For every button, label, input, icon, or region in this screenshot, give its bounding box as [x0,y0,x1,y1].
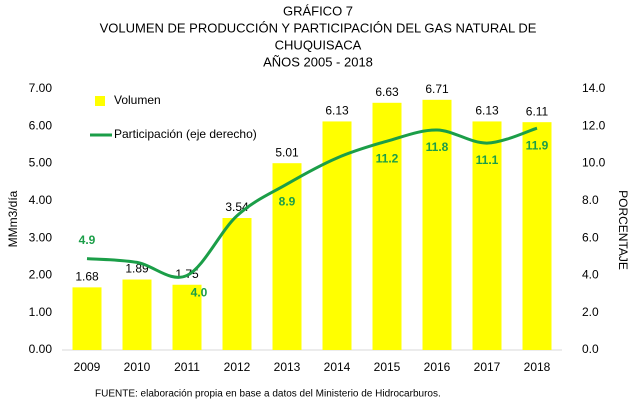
line-value-label: 11.9 [526,138,549,152]
y-tick-label: 1.00 [29,305,53,319]
x-tick-label: 2017 [474,360,501,374]
bar [122,279,152,350]
bar [422,99,452,350]
line-series [86,126,538,279]
bar-value-label: 5.01 [275,145,299,159]
y2-axis-label: PORCENTAJE [616,190,630,270]
y-tick-label: 3.00 [29,230,53,244]
line-value-label: 11.2 [376,151,399,165]
line-value-label: 11.1 [476,153,499,167]
y2-tick-label: 2.0 [582,305,599,319]
x-tick-label: 2016 [424,360,451,374]
chart-title: VOLUMEN DE PRODUCCIÓN Y PARTICIPACIÓN DE… [100,20,537,35]
chart-title: GRÁFICO 7 [283,3,353,18]
x-tick-label: 2015 [374,360,401,374]
chart-title: CHUQUISACA [275,37,362,52]
bar-value-label: 6.11 [526,104,549,118]
line-value-label: 8.9 [279,194,296,208]
line-value-label: 4.9 [79,233,96,247]
y2-tick-label: 14.0 [582,81,606,95]
chart-title: AÑOS 2005 - 2018 [263,54,373,69]
x-tick-label: 2014 [324,360,351,374]
x-tick-label: 2013 [274,360,301,374]
legend-swatch [95,96,105,106]
y2-tick-label: 10.0 [582,156,606,170]
x-tick-label: 2018 [524,360,551,374]
y-tick-label: 6.00 [29,118,53,132]
y2-tick-label: 4.0 [582,268,599,282]
legend-label: Volumen [114,93,161,107]
bar-value-label: 6.71 [425,82,449,96]
x-tick-label: 2012 [224,360,251,374]
y2-tick-label: 12.0 [582,118,606,132]
bar [222,218,252,350]
y2-tick-label: 0.0 [582,342,599,356]
line-value-label: 4.0 [191,286,208,300]
x-tick-label: 2010 [124,360,151,374]
bar [522,122,552,350]
bar [472,121,502,350]
bar [322,121,352,350]
y2-tick-label: 8.0 [582,193,599,207]
bar [272,163,302,350]
bar-value-label: 6.13 [475,104,499,118]
y-tick-label: 5.00 [29,156,53,170]
y-tick-label: 0.00 [29,342,53,356]
y2-tick-label: 6.0 [582,230,599,244]
bar [172,284,202,350]
line-value-label: 11.8 [426,140,449,154]
source-note: FUENTE: elaboración propia en base a dat… [95,389,441,400]
y-axis-label: MMm3/día [6,190,20,247]
y-tick-label: 2.00 [29,268,53,282]
y-tick-label: 4.00 [29,193,53,207]
x-tick-label: 2011 [174,360,200,374]
bar-value-label: 6.63 [375,85,399,99]
legend-label: Participación (eje derecho) [114,127,257,141]
x-tick-label: 2009 [74,360,101,374]
bar [72,287,102,350]
bar-value-label: 1.68 [75,270,99,284]
y-tick-label: 7.00 [29,81,53,95]
bar-value-label: 6.13 [325,104,349,118]
